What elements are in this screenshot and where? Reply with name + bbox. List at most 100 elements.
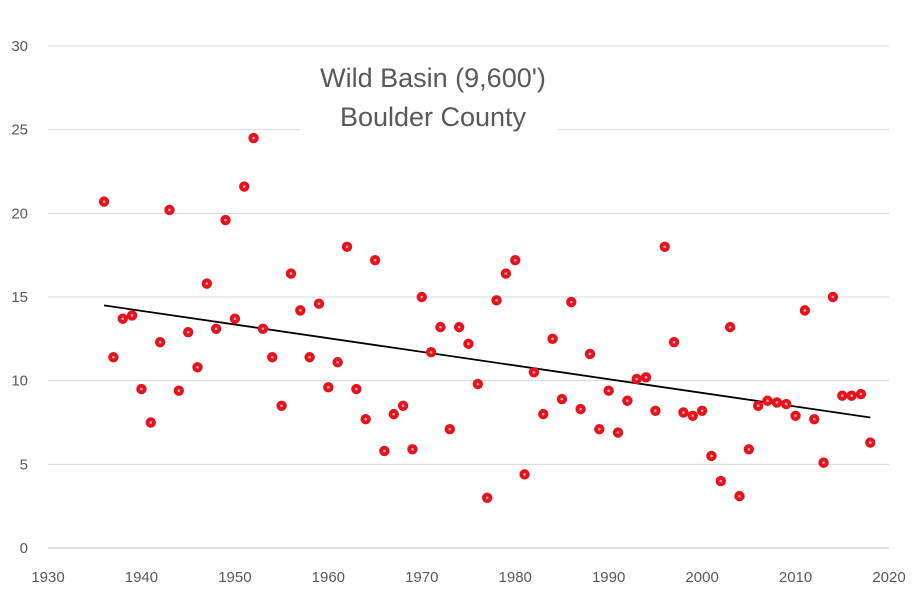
data-point [126, 310, 138, 321]
data-point [341, 241, 353, 252]
data-point [379, 445, 390, 457]
x-tick-label: 2000 [685, 569, 718, 586]
data-point [500, 268, 512, 279]
x-tick-label: 2020 [872, 569, 905, 586]
data-point [481, 492, 493, 503]
data-point [846, 390, 857, 401]
data-point [173, 385, 185, 396]
data-point [388, 408, 399, 420]
data-point [369, 254, 381, 266]
data-point [108, 352, 119, 363]
data-point [229, 313, 241, 324]
data-point [584, 348, 596, 360]
data-point [837, 390, 848, 401]
data-point [762, 395, 773, 406]
data-point [612, 427, 624, 438]
data-point [444, 423, 456, 435]
x-tick-label: 2010 [779, 569, 812, 586]
data-point [145, 417, 156, 428]
x-tick-label: 1980 [499, 569, 532, 586]
chart-title: Wild Basin (9,600') [320, 63, 546, 93]
data-point [136, 383, 147, 395]
data-point [425, 347, 437, 358]
x-tick-label: 1950 [218, 569, 251, 586]
data-point [248, 132, 259, 144]
data-point [453, 321, 465, 333]
data-point [556, 393, 568, 405]
data-point [631, 373, 642, 385]
data-point [659, 241, 670, 252]
data-point [696, 405, 708, 416]
y-tick-label: 10 [11, 373, 28, 390]
data-point [416, 291, 427, 303]
data-point [285, 268, 297, 279]
y-tick-label: 20 [11, 205, 28, 222]
data-point [519, 469, 530, 480]
data-point [304, 352, 315, 363]
x-tick-label: 1960 [312, 569, 345, 586]
data-point [594, 423, 605, 435]
data-point [164, 204, 175, 216]
trendline [103, 304, 871, 419]
data-point [752, 400, 764, 411]
data-point [575, 403, 586, 415]
data-point [257, 323, 269, 334]
data-point [687, 410, 698, 422]
chart-subtitle: Boulder County [340, 102, 527, 132]
data-point [743, 444, 755, 455]
data-point [276, 400, 287, 411]
x-tick-label: 1970 [405, 569, 438, 586]
data-point [547, 333, 558, 345]
data-point [491, 295, 502, 306]
data-point [117, 313, 128, 324]
data-point [211, 323, 222, 334]
data-point [528, 367, 540, 378]
y-tick-label: 30 [11, 38, 28, 55]
data-point [827, 291, 839, 303]
data-point [781, 398, 792, 410]
data-point [192, 362, 203, 373]
data-point [622, 395, 633, 406]
data-point [510, 254, 521, 266]
y-tick-label: 25 [11, 122, 28, 139]
data-point [295, 305, 306, 316]
data-point [650, 405, 661, 416]
data-point [678, 407, 689, 418]
data-point [865, 437, 876, 448]
data-point [734, 490, 745, 502]
data-point [715, 475, 726, 487]
data-point [855, 388, 867, 400]
data-point [706, 450, 717, 462]
data-point [323, 382, 334, 393]
data-point [538, 408, 549, 420]
data-point [154, 336, 166, 348]
y-tick-label: 5 [20, 456, 28, 473]
y-tick-label: 15 [11, 289, 28, 306]
data-point [98, 196, 110, 207]
y-axis-tick-labels: 0 5 10 15 20 25 30 [11, 38, 28, 557]
data-point [724, 321, 736, 333]
data-point [407, 444, 418, 455]
data-point [472, 378, 484, 390]
data-point [668, 336, 680, 348]
data-point [809, 413, 820, 425]
x-axis-tick-labels: 1930 1940 1950 1960 1970 1980 1990 2000 2010 2020 [31, 569, 905, 586]
data-point [351, 383, 362, 395]
title-backdrop [300, 56, 558, 138]
data-point [397, 400, 409, 411]
data-point [267, 352, 278, 363]
data-point [239, 181, 250, 192]
data-point [603, 385, 614, 396]
data-point [463, 338, 474, 350]
data-point [182, 326, 194, 338]
data-point [435, 321, 446, 333]
data-point [771, 397, 783, 408]
data-point [818, 457, 829, 468]
data-point [566, 296, 577, 308]
x-tick-label: 1990 [592, 569, 625, 586]
data-point [640, 372, 652, 383]
data-point [313, 298, 325, 309]
data-point [332, 357, 343, 368]
x-tick-label: 1940 [125, 569, 158, 586]
